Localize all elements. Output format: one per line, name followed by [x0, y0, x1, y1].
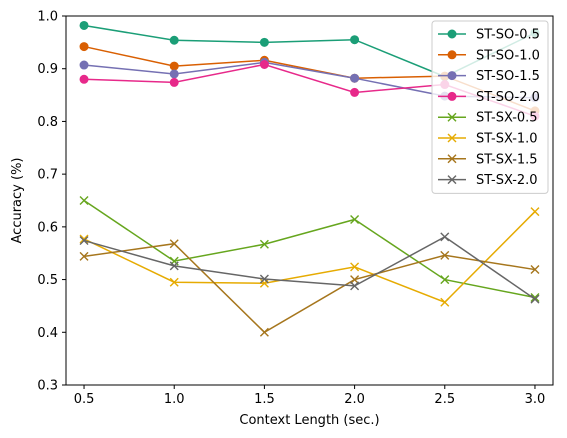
- data-point: [259, 278, 269, 288]
- series-line: [83, 211, 536, 304]
- series-st-sx-0.5: [79, 196, 540, 302]
- legend-item: ST-SX-1.0: [438, 132, 538, 147]
- data-point: [350, 275, 360, 285]
- legend-item: ST-SO-2.0: [438, 90, 540, 105]
- series-line: [83, 242, 536, 334]
- y-axis-ticks: 0.3 0.4 0.5 0.6 0.7 0.8 0.9 1.0: [37, 10, 66, 394]
- data-point: [259, 327, 269, 337]
- legend-label: ST-SX-1.5: [476, 152, 538, 167]
- data-point: [79, 20, 89, 30]
- legend: ST-SO-0.5 ST-SO-1.0 ST-SO-1.5 ST-SO-2.0 ST-S…: [431, 20, 549, 194]
- data-point: [530, 294, 540, 304]
- series-st-sx-1.0: [79, 207, 540, 307]
- data-point: [79, 74, 89, 84]
- legend-item: ST-SX-2.0: [438, 173, 538, 188]
- legend-marker: [447, 175, 457, 185]
- series-line: [83, 199, 536, 299]
- y-tick-label: 0.4: [37, 326, 58, 341]
- data-point: [79, 251, 89, 261]
- legend-marker: [447, 91, 457, 101]
- y-tick-label: 1.0: [37, 10, 58, 25]
- x-tick-label: 1.0: [164, 392, 185, 407]
- x-tick-label: 2.5: [434, 392, 455, 407]
- legend-item: ST-SX-0.5: [438, 111, 538, 126]
- y-tick-label: 0.9: [37, 62, 58, 77]
- data-point: [169, 35, 179, 45]
- data-point: [350, 214, 360, 224]
- y-tick-label: 0.7: [37, 168, 58, 183]
- data-point: [350, 87, 360, 97]
- legend-label: ST-SO-2.0: [476, 90, 540, 105]
- data-point: [350, 35, 360, 45]
- legend-marker: [447, 154, 457, 164]
- data-point: [350, 73, 360, 83]
- series-st-sx-2.0: [79, 232, 540, 304]
- data-point: [79, 196, 89, 205]
- y-axis-label: Accuracy (%): [10, 158, 25, 244]
- y-tick-label: 0.6: [37, 220, 58, 235]
- legend-box: [431, 20, 549, 194]
- data-point: [530, 292, 540, 302]
- data-point: [259, 239, 269, 249]
- legend-label: ST-SO-1.0: [476, 48, 540, 63]
- legend-marker: [447, 50, 457, 60]
- data-point: [79, 42, 89, 52]
- y-tick-label: 0.5: [37, 273, 58, 288]
- data-point: [350, 281, 360, 291]
- legend-label: ST-SO-1.5: [476, 69, 540, 84]
- data-point: [169, 277, 179, 287]
- data-point: [169, 61, 179, 71]
- legend-label: ST-SX-0.5: [476, 111, 538, 126]
- x-tick-label: 0.5: [74, 392, 95, 407]
- x-tick-label: 1.5: [254, 392, 275, 407]
- x-tick-label: 3.0: [525, 392, 546, 407]
- y-tick-label: 0.8: [37, 115, 58, 130]
- plot-frame: [65, 15, 554, 386]
- legend-marker: [447, 29, 457, 39]
- data-point: [169, 261, 179, 271]
- legend-label: ST-SX-1.0: [476, 132, 538, 147]
- data-point: [169, 69, 179, 79]
- data-point: [259, 37, 269, 47]
- data-point: [79, 236, 89, 246]
- legend-item: ST-SX-1.5: [438, 152, 538, 167]
- legend-item: ST-SO-0.5: [438, 28, 540, 43]
- data-point: [79, 60, 89, 70]
- legend-item: ST-SO-1.0: [438, 48, 540, 63]
- x-tick-label: 2.0: [344, 392, 365, 407]
- legend-marker: [447, 71, 457, 81]
- data-point: [259, 274, 269, 284]
- data-point: [530, 207, 540, 217]
- series-st-sx-1.5: [79, 239, 540, 337]
- data-point: [440, 232, 450, 242]
- legend-marker: [447, 133, 457, 143]
- y-tick-label: 0.3: [37, 379, 58, 394]
- x-axis-ticks: 0.5 1.0 1.5 2.0 2.5 3.0: [74, 385, 546, 407]
- data-point: [530, 265, 540, 275]
- data-point: [440, 275, 450, 285]
- data-point: [169, 77, 179, 87]
- data-point: [169, 239, 179, 249]
- series-line: [83, 235, 536, 300]
- legend-label: ST-SO-0.5: [476, 28, 540, 43]
- data-point: [440, 297, 450, 307]
- data-point: [440, 250, 450, 260]
- x-axis-label: Context Length (sec.): [239, 413, 379, 428]
- legend-marker: [447, 112, 457, 122]
- legend-label: ST-SX-2.0: [476, 173, 538, 188]
- legend-item: ST-SO-1.5: [438, 69, 540, 84]
- data-point: [350, 262, 360, 272]
- data-point: [259, 59, 269, 69]
